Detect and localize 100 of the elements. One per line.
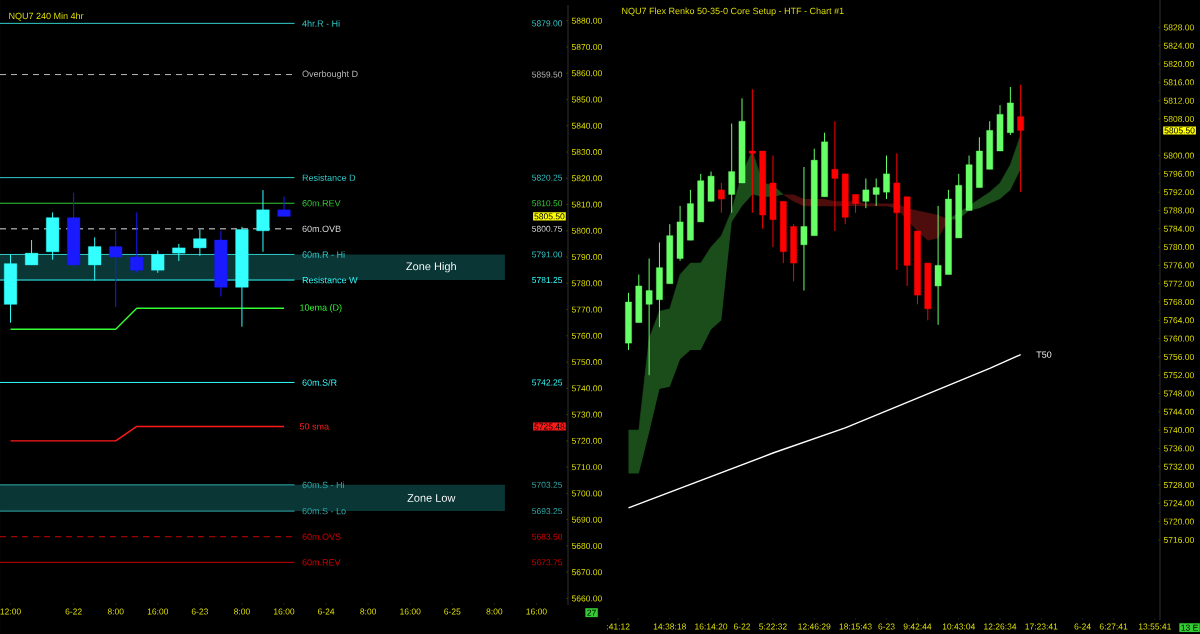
candlestick	[831, 120, 839, 232]
ref-line-label: 60m.S - Hi	[302, 481, 344, 489]
candlestick	[862, 177, 870, 209]
y-tick-label: 5670.00	[571, 569, 602, 576]
y-tick-label: 5780.00	[1163, 244, 1194, 251]
y-tick-label: 5820.00	[1163, 61, 1194, 68]
candlestick	[1017, 84, 1024, 193]
y-tick-label: 5732.00	[1163, 463, 1194, 470]
y-tick-label: 5720.00	[1163, 518, 1194, 525]
ref-line-label: Overbought D	[302, 70, 358, 79]
x-tick-label: 16:00	[274, 608, 295, 615]
y-tick-label: 5728.00	[1163, 482, 1194, 489]
y2-tick-label: 5820.25	[532, 174, 563, 181]
candlestick	[718, 182, 725, 214]
x-tick-label: 12:00	[0, 608, 21, 615]
y-tick-label: 5820.00	[571, 175, 602, 182]
y-tick-label: 5830.00	[571, 149, 602, 156]
y2-tick-label: 5742.25	[532, 379, 563, 386]
y2-tick-label: 5800.75	[532, 225, 563, 232]
y-tick-label: 5690.00	[571, 516, 602, 523]
x-tick-label: 16:00	[400, 608, 421, 615]
x-tick-label: 8:00	[486, 608, 503, 615]
band-label: Zone Low	[407, 494, 456, 502]
y-tick-label: 5710.00	[571, 464, 602, 471]
candlestick	[872, 177, 880, 207]
text: NQU7 240 Min 4hr	[9, 12, 84, 21]
y-tick-label: 5880.00	[571, 17, 602, 24]
y-tick-label: 5716.00	[1163, 536, 1194, 543]
ref-line-label: 60m.REV	[302, 559, 341, 566]
y2-tick-label: 5791.00	[532, 251, 563, 258]
text: 13 E	[1181, 624, 1198, 631]
text: 5805.50	[1164, 127, 1195, 134]
y-tick-label: 5750.00	[571, 359, 602, 366]
candlestick	[749, 88, 756, 214]
x-tick-label: 6-23	[191, 608, 208, 615]
y-tick-label: 5760.00	[1163, 335, 1194, 342]
x-tick-label: 8:00	[234, 608, 250, 615]
x-tick-label: 17:23:41	[1025, 623, 1058, 630]
y-tick-label: 5772.00	[1163, 280, 1194, 287]
y2-tick-label: 5703.25	[532, 481, 563, 488]
x-tick-label: :41:12	[607, 623, 630, 630]
y-tick-label: 5850.00	[571, 96, 602, 103]
y-tick-label: 5828.00	[1163, 24, 1194, 31]
y-tick-label: 5784.00	[1163, 225, 1194, 232]
band-label: Zone High	[406, 262, 456, 273]
y2-tick-label: 5683.50	[532, 533, 563, 540]
ref-line-label: 60m.REV	[302, 200, 341, 207]
x-tick-label: 8:00	[360, 608, 377, 615]
x-tick-label: 6-25	[444, 608, 461, 615]
ref-line-label: 60m.OVS	[302, 533, 341, 540]
y-tick-label: 5752.00	[1163, 372, 1194, 379]
y-tick-label: 5660.00	[571, 595, 602, 602]
y2-tick-label: 5810.50	[532, 200, 563, 207]
candlestick	[193, 229, 207, 257]
x-tick-label: 10:43:04	[942, 623, 976, 630]
x-tick-label: 16:00	[147, 608, 169, 615]
candlestick	[852, 193, 859, 214]
series-label: 10ema (D)	[300, 304, 342, 313]
candlestick	[645, 258, 653, 376]
y-tick-label: 5816.00	[1163, 79, 1194, 86]
x-tick-label: 6-22	[65, 608, 82, 615]
ref-line-label: Resistance W	[302, 276, 358, 284]
ref-line-label: 60m.S/R	[302, 379, 337, 386]
y-tick-label: 5736.00	[1163, 445, 1194, 452]
candlestick	[934, 205, 942, 326]
y-tick-label: 5860.00	[571, 70, 602, 77]
y2-tick-label: 5693.25	[532, 508, 563, 515]
y-tick-label: 5740.00	[1163, 427, 1194, 434]
y-tick-label: 5748.00	[1163, 390, 1194, 397]
y-tick-label: 5720.00	[571, 437, 602, 444]
text: NQU7 Flex Renko 50-35-0 Core Setup - HTF - Chart #1	[622, 7, 844, 16]
y-tick-label: 5788.00	[1163, 207, 1194, 214]
y-tick-label: 5724.00	[1163, 500, 1194, 507]
x-tick-label: 12:46:29	[798, 623, 831, 630]
y-tick-label: 5770.00	[571, 306, 602, 313]
text: 27	[587, 609, 596, 616]
candlestick	[800, 166, 808, 292]
y2-tick-label: 5859.50	[532, 71, 563, 78]
y2-tick-label: 5879.00	[532, 20, 563, 27]
y-tick-label: 5768.00	[1163, 298, 1194, 305]
y-tick-label: 5800.00	[571, 227, 602, 234]
x-tick-label: 13:55:41	[1138, 623, 1171, 630]
ref-line-label: Resistance D	[302, 174, 356, 181]
candlestick	[130, 211, 144, 274]
x-tick-label: 9:42:44	[903, 623, 932, 630]
candlestick	[151, 250, 165, 274]
y-tick-label: 5680.00	[571, 542, 602, 549]
candlestick	[883, 155, 890, 200]
y-tick-label: 5756.00	[1163, 353, 1194, 360]
y2-tick-label: 5781.25	[532, 277, 563, 284]
candlestick	[25, 239, 39, 266]
y-tick-label: 5776.00	[1163, 262, 1194, 269]
x-tick-label: 18:15:43	[839, 623, 872, 630]
y-tick-label: 5764.00	[1163, 317, 1194, 324]
y-tick-label: 5808.00	[1163, 115, 1194, 122]
y2-tick-label: 5725.48	[534, 423, 565, 430]
y-tick-label: 5780.00	[571, 280, 602, 287]
y-tick-label: 5796.00	[1163, 170, 1194, 177]
x-tick-label: 12:26:34	[984, 623, 1017, 630]
ref-line-label: 4hr.R - Hi	[302, 20, 340, 27]
